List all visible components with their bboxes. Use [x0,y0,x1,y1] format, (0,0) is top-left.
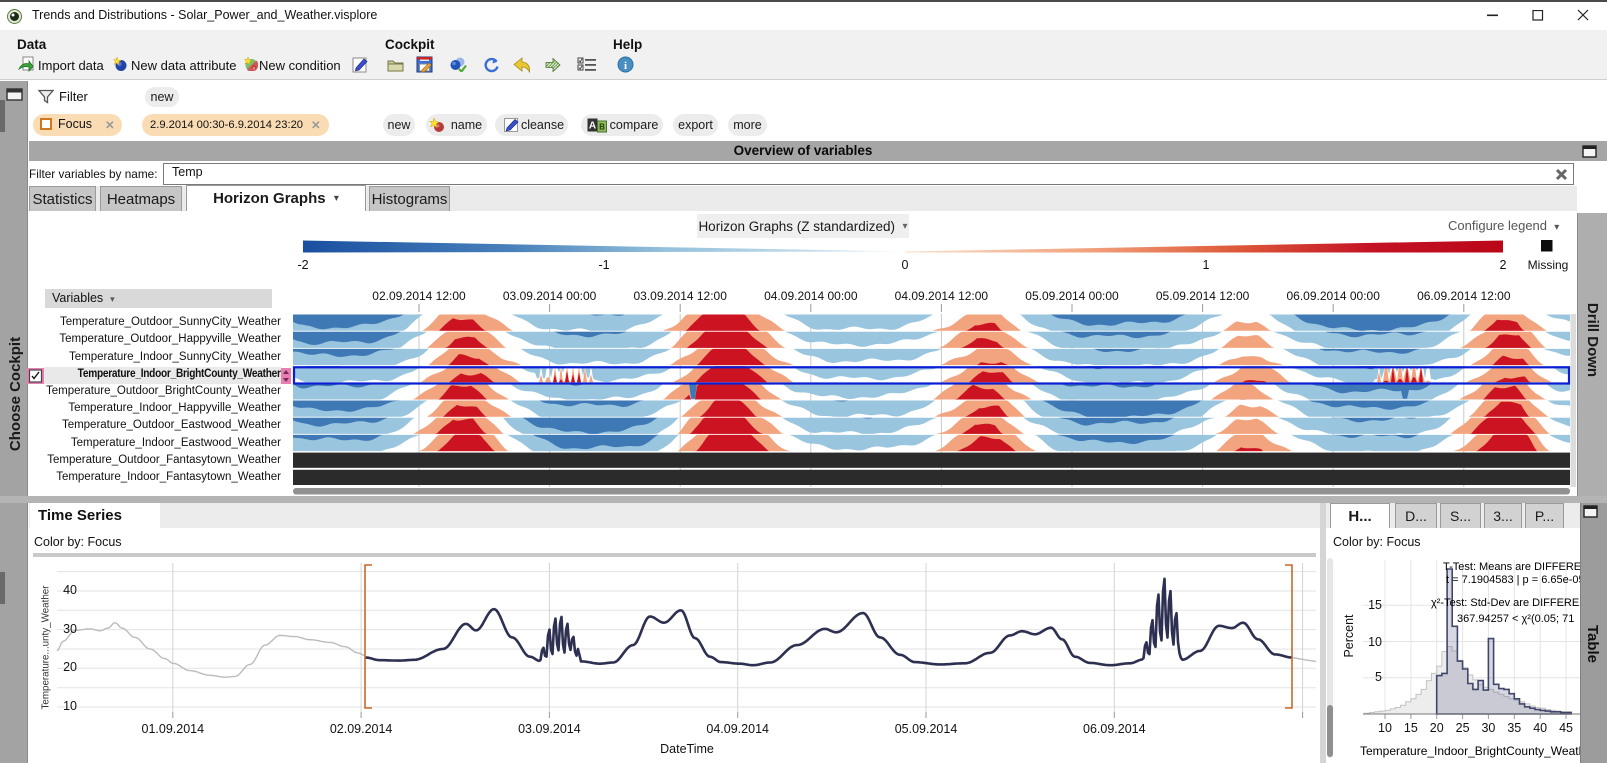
svg-text:A: A [589,121,596,132]
svg-text:x: x [253,65,256,70]
svg-text:i: i [624,60,627,72]
svg-text:B: B [599,123,605,132]
